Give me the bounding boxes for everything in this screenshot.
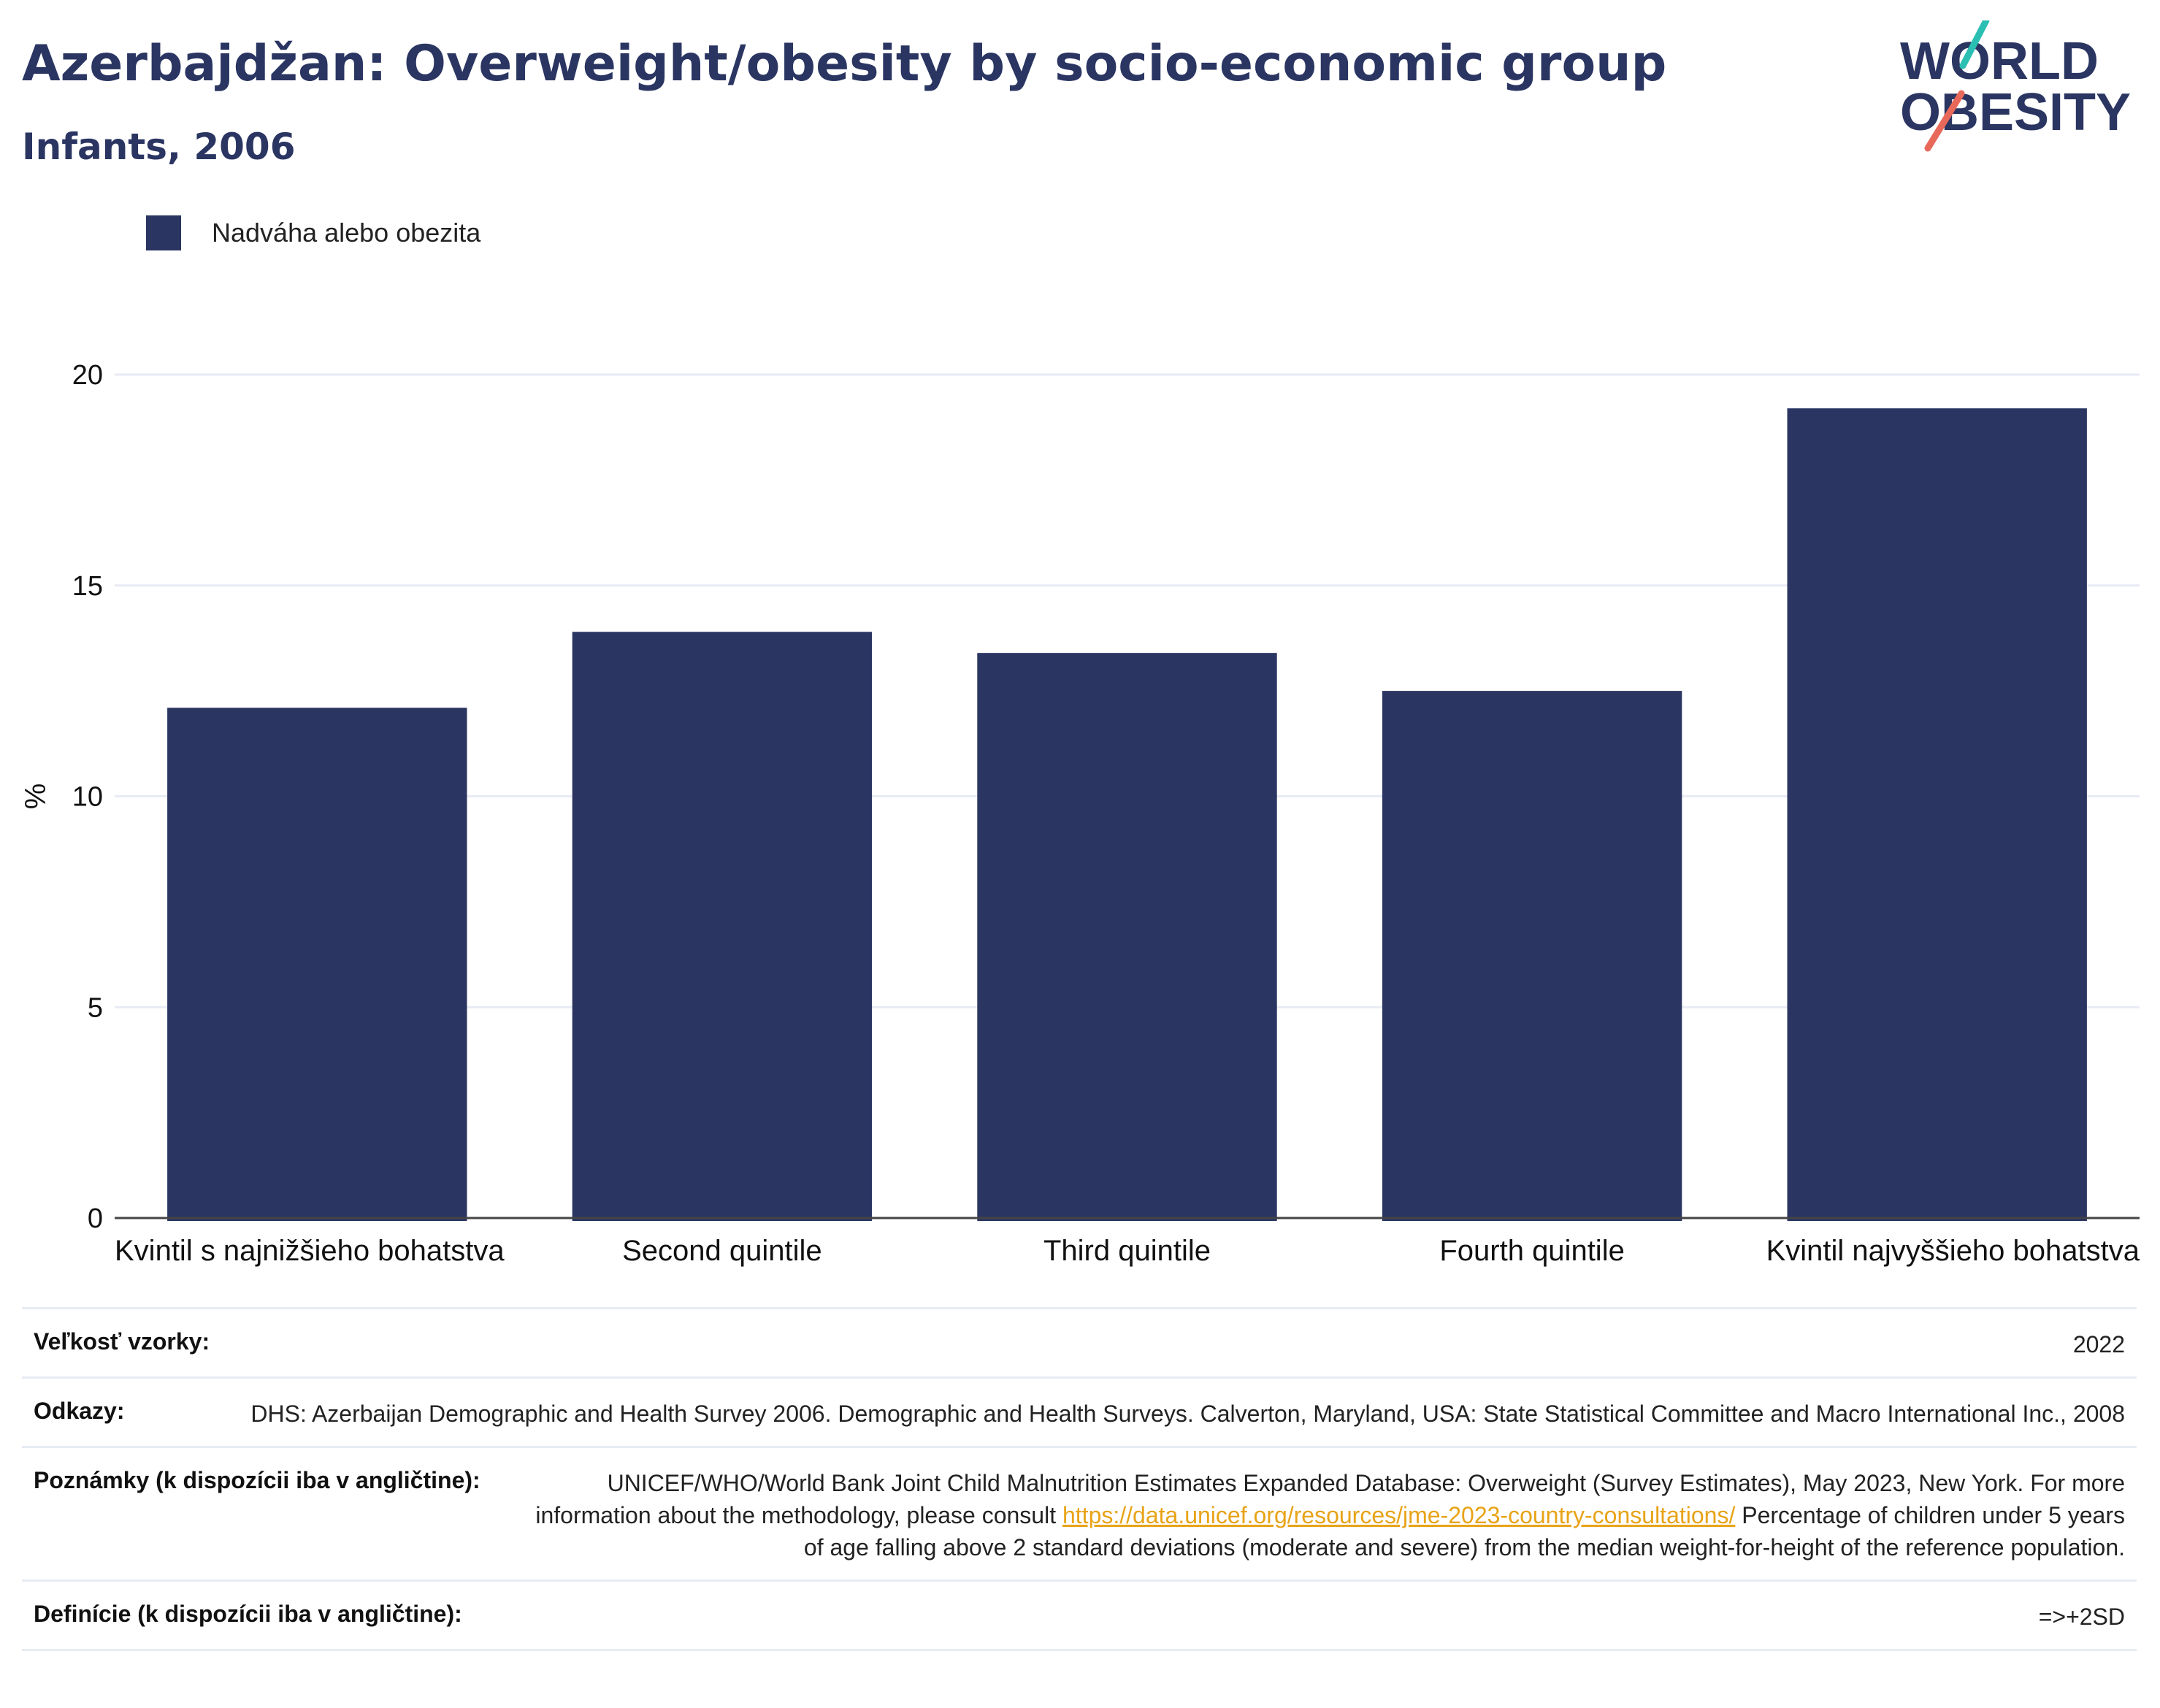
notes-value: UNICEF/WHO/World Bank Joint Child Malnut…	[524, 1467, 2125, 1563]
sample-size-value: 2022	[2072, 1331, 2125, 1357]
world-obesity-logo[interactable]: WORLD OBESITY	[1899, 20, 2147, 159]
y-tick-label: 10	[72, 782, 103, 813]
y-tick-label: 5	[88, 992, 103, 1023]
definitions-label: Definície (k dispozícii iba v angličtine…	[34, 1601, 462, 1627]
y-tick-label: 15	[72, 571, 103, 602]
bar[interactable]	[977, 653, 1277, 1221]
bar[interactable]	[1382, 691, 1682, 1221]
meta-row-definitions: Definície (k dispozícii iba v angličtine…	[22, 1579, 2137, 1651]
bar-chart: 0 5 10 15 20 Kvintil s najnižšieho bohatstva…	[20, 360, 2140, 1267]
x-tick-label: Second quintile	[622, 1235, 822, 1267]
y-axis-label: %	[20, 784, 52, 810]
notes-label: Poznámky (k dispozícii iba v angličtine)…	[34, 1467, 480, 1493]
notes-link[interactable]: https://data.unicef.org/resources/jme-20…	[1062, 1502, 1736, 1528]
logo-slash-top	[1959, 20, 1990, 69]
meta-row-references: Odkazy: DHS: Azerbaijan Demographic and …	[22, 1376, 2137, 1446]
chart-subtitle: Infants, 2006	[22, 126, 296, 168]
legend-swatch	[146, 215, 181, 250]
bar[interactable]	[572, 632, 873, 1221]
x-tick-label: Third quintile	[1043, 1235, 1211, 1267]
legend-label: Nadváha alebo obezita	[212, 218, 481, 248]
y-tick-label: 0	[88, 1203, 103, 1234]
notes-text-before: UNICEF/WHO/World Bank Joint Child Malnut…	[535, 1470, 2125, 1528]
y-axis-ticks: 0 5 10 15 20	[72, 360, 103, 1234]
meta-row-notes: Poznámky (k dispozícii iba v angličtine)…	[22, 1446, 2137, 1579]
sample-size-label: Veľkosť vzorky:	[34, 1328, 210, 1355]
references-label: Odkazy:	[34, 1398, 125, 1424]
definitions-value: =>+2SD	[2038, 1604, 2125, 1630]
bar[interactable]	[1787, 408, 2087, 1222]
x-tick-label: Kvintil najvyššieho bohatstva	[1766, 1235, 2140, 1267]
x-tick-label: Fourth quintile	[1439, 1235, 1624, 1267]
x-tick-label: Kvintil s najnižšieho bohatstva	[115, 1235, 505, 1267]
metadata-table: Veľkosť vzorky: 2022 Odkazy: DHS: Azerba…	[22, 1307, 2137, 1651]
chart-title: Azerbajdžan: Overweight/obesity by socio…	[22, 35, 1667, 93]
chart-legend[interactable]: Nadváha alebo obezita	[146, 215, 480, 250]
logo-line1: WORLD	[1900, 32, 2099, 91]
meta-row-sample-size: Veľkosť vzorky: 2022	[22, 1307, 2137, 1376]
bars	[167, 408, 2087, 1222]
notes-text-after: Percentage of children under 5 years of …	[803, 1502, 2125, 1560]
logo-slash-bottom	[1924, 90, 1965, 152]
y-tick-label: 20	[72, 360, 103, 391]
bar[interactable]	[167, 708, 467, 1221]
x-axis-ticks: Kvintil s najnižšieho bohatstva Second qu…	[115, 1235, 2140, 1267]
references-value: DHS: Azerbaijan Demographic and Health S…	[250, 1401, 2125, 1427]
